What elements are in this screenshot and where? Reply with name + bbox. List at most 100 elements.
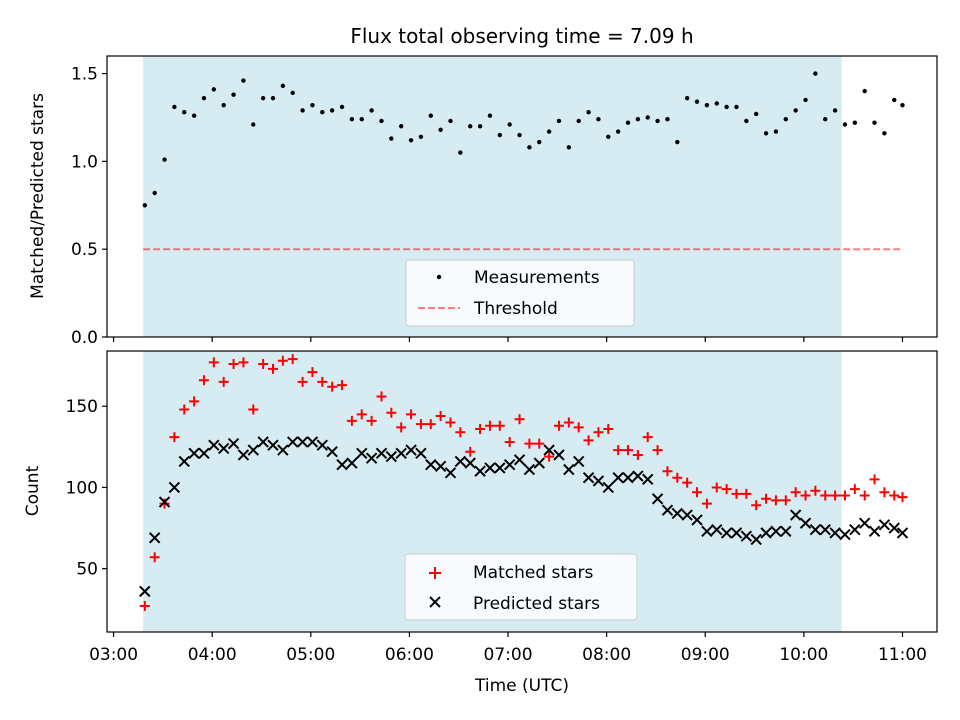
measurement-point — [468, 124, 473, 129]
measurement-point — [408, 138, 414, 143]
predicted-star-point — [839, 528, 851, 541]
predicted-star-point — [602, 481, 614, 494]
predicted-star-point — [750, 533, 762, 546]
measurement-point — [862, 88, 867, 94]
matched-star-point — [465, 446, 476, 457]
legend-measurement-marker — [436, 274, 442, 280]
predicted-star-point — [701, 525, 713, 538]
measurement-point — [477, 124, 483, 129]
matched-star-point — [356, 409, 367, 420]
predicted-star-point — [336, 458, 348, 471]
x-tick-label: 04:00 — [188, 645, 237, 665]
measurement-point — [556, 118, 562, 124]
predicted-star-point — [878, 519, 891, 531]
measurement-point — [852, 120, 858, 125]
predicted-star-point — [425, 458, 437, 471]
measurement-point — [191, 113, 197, 118]
predicted-star-point — [582, 471, 595, 484]
measurement-point — [773, 129, 779, 134]
matched-star-point — [563, 417, 574, 428]
predicted-star-point — [760, 527, 772, 539]
predicted-star-point — [356, 447, 368, 460]
measurement-point — [418, 134, 424, 139]
predicted-star-point — [671, 507, 684, 520]
matched-star-point — [514, 414, 525, 425]
predicted-star-point — [612, 471, 624, 484]
predicted-star-point — [651, 493, 664, 505]
predicted-star-point — [434, 460, 447, 473]
matched-star-point — [820, 490, 831, 501]
matched-star-point — [159, 498, 170, 509]
top-legend-box — [405, 259, 635, 327]
bottom-legend-box — [404, 553, 638, 621]
measurement-point — [349, 117, 355, 122]
measurement-point — [625, 120, 631, 125]
predicted-star-point — [464, 457, 476, 469]
x-tick-label: 03:00 — [89, 645, 138, 665]
chart-title: Flux total observing time = 7.09 h — [350, 24, 693, 48]
measurement-point — [734, 104, 739, 110]
predicted-star-point — [563, 463, 575, 476]
matched-star-point — [228, 358, 239, 369]
measurement-point — [241, 78, 246, 83]
matched-star-point — [376, 391, 387, 402]
predicted-star-point — [316, 439, 329, 451]
bottom-legend: Matched stars Predicted stars — [404, 553, 638, 621]
measurement-point — [763, 131, 769, 136]
matched-star-point — [198, 375, 209, 386]
measurement-point — [221, 102, 226, 108]
predicted-star-point — [523, 463, 536, 476]
matched-star-point — [475, 423, 486, 434]
predicted-star-point — [188, 447, 200, 460]
predicted-star-point — [287, 436, 299, 448]
matched-star-point — [897, 492, 908, 503]
predicted-star-point — [681, 509, 693, 521]
predicted-star-point — [365, 452, 378, 464]
predicted-star-point — [306, 436, 319, 448]
measurement-point — [537, 139, 542, 145]
measurement-point — [300, 108, 305, 113]
measurement-point — [320, 110, 325, 115]
predicted-star-point — [849, 523, 861, 536]
x-tick-label: 11:00 — [878, 645, 927, 665]
bottom-y-tick-label: 100 — [66, 478, 98, 498]
matched-star-point — [770, 495, 781, 506]
matched-star-point — [494, 420, 505, 431]
matched-star-point — [642, 432, 653, 443]
top-legend: Measurements Threshold — [405, 259, 635, 327]
matched-star-point — [534, 438, 545, 449]
matched-star-point — [830, 490, 841, 501]
predicted-star-point — [385, 450, 398, 463]
predicted-star-point — [267, 439, 279, 451]
measurement-point — [497, 132, 503, 138]
matched-star-point — [386, 407, 397, 418]
measurement-point — [783, 117, 788, 122]
measurement-point — [448, 118, 453, 124]
predicted-star-point — [503, 458, 516, 471]
predicted-star-point — [247, 444, 259, 456]
matched-star-point — [573, 422, 584, 433]
matched-star-point — [248, 404, 259, 415]
predicted-star-point — [789, 509, 802, 521]
predicted-star-point — [415, 447, 427, 460]
measurement-point — [527, 145, 532, 150]
predicted-star-point — [632, 470, 644, 482]
measurement-point — [900, 102, 905, 108]
measurement-point — [211, 87, 217, 92]
predicted-star-point — [770, 525, 782, 538]
predicted-star-point — [819, 523, 831, 536]
matched-star-point — [346, 415, 357, 426]
predicted-star-point — [208, 439, 220, 451]
matched-star-point — [662, 466, 673, 477]
matched-star-point — [435, 410, 446, 421]
measurement-point — [231, 92, 236, 97]
measurement-point — [694, 99, 700, 104]
matched-star-point — [859, 490, 870, 501]
matched-star-point — [544, 451, 555, 462]
matched-star-point — [692, 487, 703, 498]
top-y-tick-label: 0.0 — [71, 328, 98, 348]
measurement-point — [803, 97, 808, 103]
predicted-star-point — [395, 447, 407, 460]
measurement-point — [892, 97, 897, 103]
x-axis-label: Time (UTC) — [474, 676, 569, 696]
